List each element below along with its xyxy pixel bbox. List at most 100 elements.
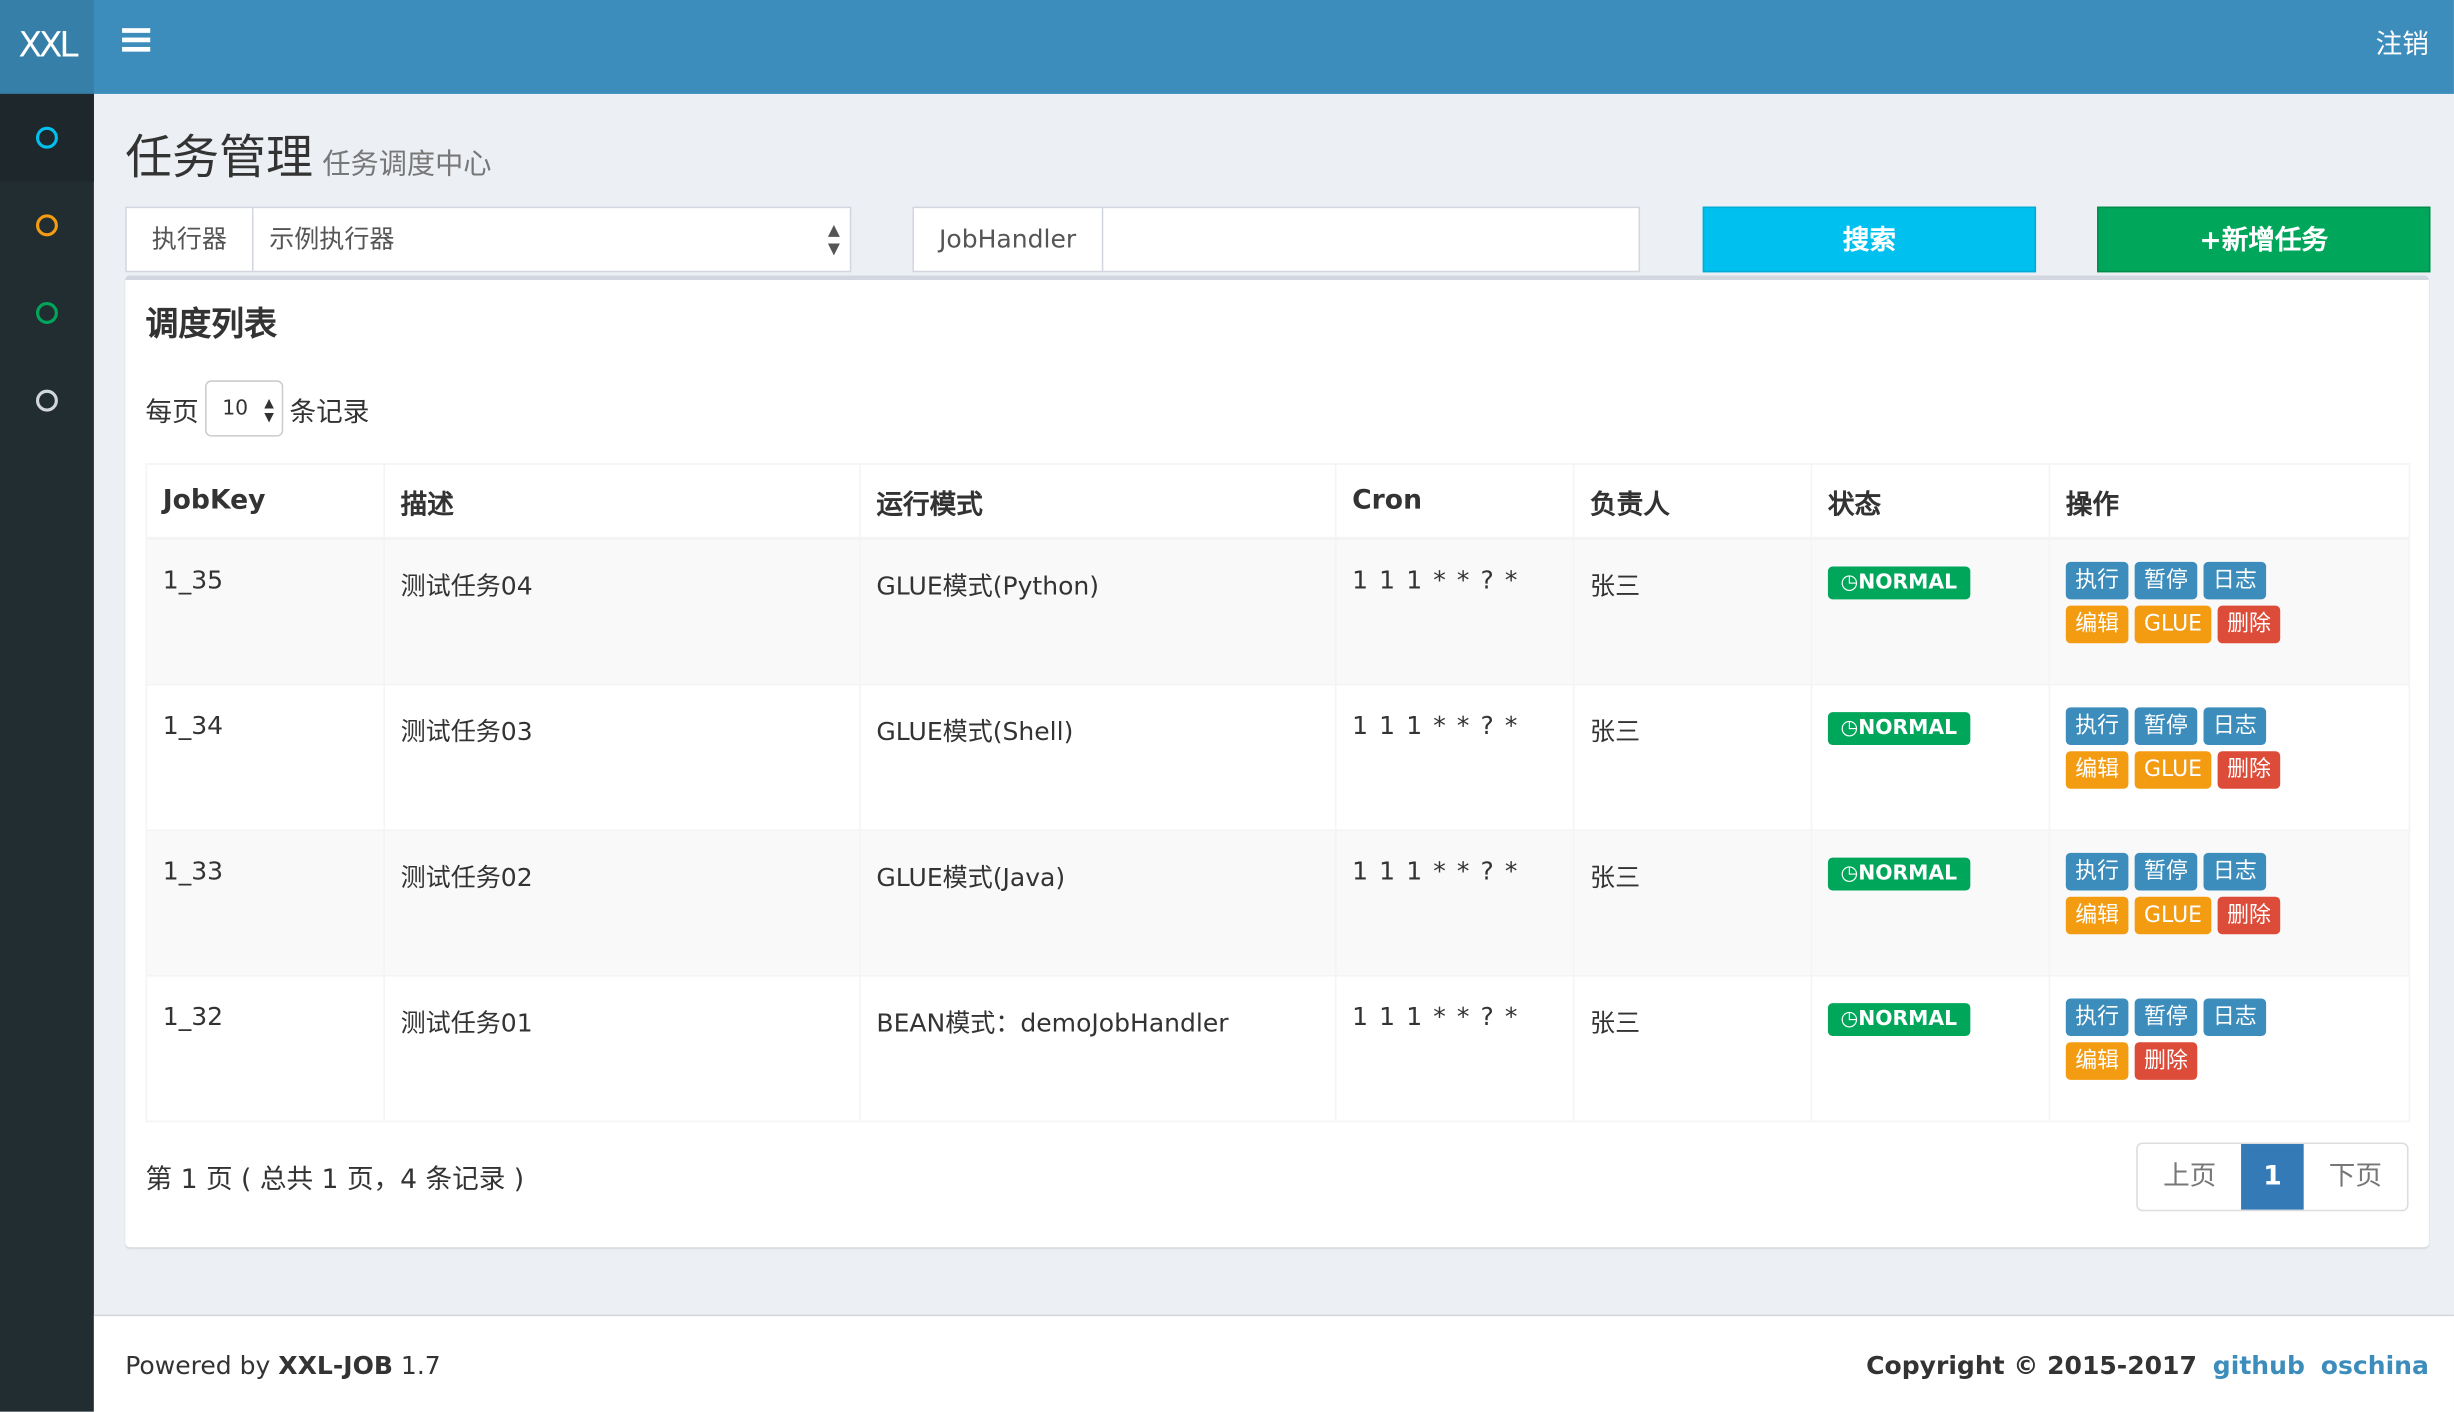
pause-button[interactable]: 暂停 <box>2134 852 2198 890</box>
cell-mode: GLUE模式(Shell) <box>859 683 1337 831</box>
sidebar-item-3[interactable] <box>0 269 94 357</box>
pause-button[interactable]: 暂停 <box>2134 561 2198 600</box>
sidebar-item-4[interactable] <box>0 357 94 445</box>
sidebar-item-1[interactable] <box>0 93 94 182</box>
cell-owner: 张三 <box>1572 828 1813 976</box>
status-text: NORMAL <box>1858 861 1958 886</box>
cell-desc: 测试任务04 <box>383 537 861 685</box>
page-button-1[interactable]: 1 <box>2241 1144 2304 1210</box>
delete-button[interactable]: 删除 <box>2134 1041 2198 1080</box>
run-button[interactable]: 执行 <box>2065 561 2129 600</box>
status-badge: ◷NORMAL <box>1827 1002 1970 1036</box>
logo[interactable]: XXL <box>0 0 94 94</box>
delete-button[interactable]: 删除 <box>2217 605 2281 644</box>
page-length-select[interactable]: 10 ▲ ▼ <box>205 380 284 437</box>
cell-owner: 张三 <box>1572 974 1813 1122</box>
oschina-link[interactable]: oschina <box>2320 1350 2429 1381</box>
page-length-value: 10 <box>222 397 249 421</box>
table-row: 1_32 测试任务01 BEAN模式：demoJobHandler 1 1 1 * *… <box>145 974 2411 1122</box>
glue-button[interactable]: GLUE <box>2134 605 2212 644</box>
top-header: XXL 注销 <box>0 0 2454 94</box>
glue-button[interactable]: GLUE <box>2134 750 2212 788</box>
sidebar-item-2[interactable] <box>0 182 94 270</box>
cell-cron: 1 1 1 * * ? * <box>1334 537 1575 685</box>
next-page-button[interactable]: 下页 <box>2328 1161 2382 1193</box>
github-link[interactable]: github <box>2212 1350 2305 1381</box>
prev-page-button[interactable]: 上页 <box>2163 1161 2217 1193</box>
column-header[interactable]: 操作 <box>2048 463 2411 540</box>
job-list-box: 调度列表 每页 10 ▲ ▼ 条记录 JobKey 描述 运行模式 Cron 负责人 状态 操作… <box>125 275 2429 1248</box>
glue-button[interactable]: GLUE <box>2134 895 2212 934</box>
add-job-button[interactable]: +新增任务 <box>2097 206 2431 273</box>
cell-key: 1_34 <box>145 683 385 831</box>
cell-actions: 执行 暂停 日志编辑 GLUE 删除 <box>2048 683 2411 831</box>
circle-icon <box>35 302 58 324</box>
column-header[interactable]: 负责人 <box>1572 463 1813 540</box>
search-button[interactable]: 搜索 <box>1702 206 2037 273</box>
cell-desc: 测试任务03 <box>383 683 861 831</box>
version: 1.7 <box>392 1350 441 1381</box>
pagination: 上页 1 下页 <box>2136 1142 2409 1212</box>
circle-icon <box>35 214 58 237</box>
cell-desc: 测试任务02 <box>383 828 861 976</box>
status-badge: ◷NORMAL <box>1827 856 1970 890</box>
clock-icon: ◷ <box>1840 715 1859 740</box>
cell-key: 1_32 <box>145 974 385 1122</box>
select-arrows-icon: ▲ ▼ <box>827 222 840 259</box>
jobhandler-input[interactable] <box>1103 208 1639 271</box>
column-header[interactable]: Cron <box>1334 463 1575 540</box>
table-row: 1_34 测试任务03 GLUE模式(Shell) 1 1 1 * * ? * 张三 ◷N… <box>145 683 2411 831</box>
copyright: Copyright © 2015-2017 github oschina <box>1866 1351 2429 1381</box>
status-text: NORMAL <box>1858 1007 1958 1031</box>
executor-select[interactable]: 示例执行器 ▲ ▼ <box>254 208 850 271</box>
column-header[interactable]: 描述 <box>383 463 861 540</box>
menu-toggle-icon[interactable] <box>122 28 151 56</box>
cell-mode: GLUE模式(Python) <box>859 537 1337 685</box>
log-button[interactable]: 日志 <box>2203 706 2267 745</box>
powered-by: Powered by XXL-JOB 1.7 <box>125 1351 441 1381</box>
cell-desc: 测试任务01 <box>383 974 861 1122</box>
clock-icon: ◷ <box>1840 571 1859 595</box>
status-badge: ◷NORMAL <box>1827 566 1970 600</box>
log-button[interactable]: 日志 <box>2203 561 2267 600</box>
cell-cron: 1 1 1 * * ? * <box>1334 683 1575 831</box>
column-header[interactable]: 状态 <box>1810 463 2051 540</box>
edit-button[interactable]: 编辑 <box>2065 605 2129 644</box>
pause-button[interactable]: 暂停 <box>2134 706 2198 745</box>
log-button[interactable]: 日志 <box>2203 997 2267 1036</box>
clock-icon: ◷ <box>1840 861 1859 886</box>
sidebar <box>0 93 94 1412</box>
edit-button[interactable]: 编辑 <box>2065 895 2129 934</box>
table-row: 1_33 测试任务02 GLUE模式(Java) 1 1 1 * * ? * 张三 ◷NO… <box>145 828 2411 976</box>
page-title-text: 任务管理 <box>125 131 313 187</box>
circle-icon <box>35 126 58 149</box>
circle-icon <box>35 389 58 412</box>
log-button[interactable]: 日志 <box>2203 852 2267 890</box>
page-length-control: 每页 10 ▲ ▼ 条记录 <box>146 380 369 437</box>
cell-actions: 执行 暂停 日志编辑 GLUE 删除 <box>2048 828 2411 976</box>
jobhandler-label: JobHandler <box>914 208 1103 271</box>
edit-button[interactable]: 编辑 <box>2065 1041 2129 1080</box>
run-button[interactable]: 执行 <box>2065 997 2129 1036</box>
logout-link[interactable]: 注销 <box>2375 29 2429 62</box>
executor-select-value: 示例执行器 <box>269 223 395 254</box>
cell-status: ◷NORMAL <box>1810 537 2051 685</box>
run-button[interactable]: 执行 <box>2065 706 2129 745</box>
footer: Powered by XXL-JOB 1.7 Copyright © 2015-… <box>93 1314 2454 1412</box>
page-title: 任务管理 任务调度中心 <box>125 119 491 188</box>
delete-button[interactable]: 删除 <box>2217 895 2281 934</box>
edit-button[interactable]: 编辑 <box>2065 750 2129 788</box>
cell-owner: 张三 <box>1572 537 1813 685</box>
clock-icon: ◷ <box>1840 1007 1859 1031</box>
status-text: NORMAL <box>1858 715 1958 740</box>
executor-filter: 执行器 示例执行器 ▲ ▼ <box>125 206 852 273</box>
run-button[interactable]: 执行 <box>2065 852 2129 890</box>
column-header[interactable]: 运行模式 <box>859 463 1337 540</box>
delete-button[interactable]: 删除 <box>2217 750 2281 788</box>
column-header[interactable]: JobKey <box>145 463 385 540</box>
pause-button[interactable]: 暂停 <box>2134 997 2198 1036</box>
status-text: NORMAL <box>1858 571 1958 595</box>
cell-key: 1_35 <box>145 537 385 685</box>
pagination-info: 第 1 页 ( 总共 1 页，4 条记录 ) <box>145 1164 525 1196</box>
